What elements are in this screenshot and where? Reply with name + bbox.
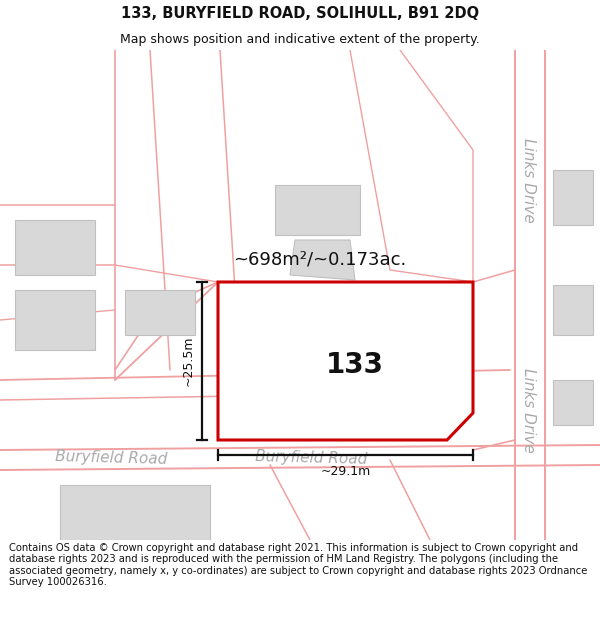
Polygon shape	[265, 295, 395, 410]
Polygon shape	[15, 220, 95, 275]
Text: Contains OS data © Crown copyright and database right 2021. This information is : Contains OS data © Crown copyright and d…	[9, 542, 587, 588]
Polygon shape	[553, 170, 593, 225]
Text: Links Drive: Links Drive	[521, 368, 536, 452]
Text: 133: 133	[326, 351, 384, 379]
Polygon shape	[125, 290, 195, 335]
Polygon shape	[290, 240, 355, 280]
Text: Buryfield Road: Buryfield Road	[255, 449, 367, 467]
Text: ~29.1m: ~29.1m	[320, 465, 371, 478]
Polygon shape	[218, 282, 473, 440]
Text: ~698m²/~0.173ac.: ~698m²/~0.173ac.	[233, 251, 407, 269]
Polygon shape	[553, 285, 593, 335]
Text: ~25.5m: ~25.5m	[182, 336, 195, 386]
Text: 133, BURYFIELD ROAD, SOLIHULL, B91 2DQ: 133, BURYFIELD ROAD, SOLIHULL, B91 2DQ	[121, 6, 479, 21]
Polygon shape	[275, 185, 360, 235]
Text: Buryfield Road: Buryfield Road	[55, 449, 167, 467]
Text: Links Drive: Links Drive	[521, 138, 536, 222]
Polygon shape	[553, 380, 593, 425]
Polygon shape	[15, 290, 95, 350]
Polygon shape	[60, 485, 210, 540]
Text: Map shows position and indicative extent of the property.: Map shows position and indicative extent…	[120, 32, 480, 46]
